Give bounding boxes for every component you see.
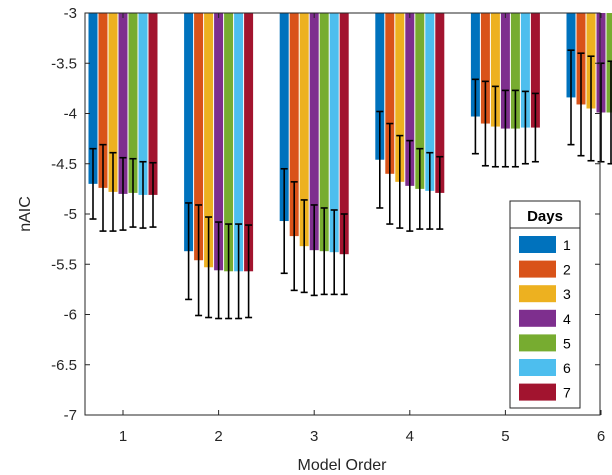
bar — [289, 13, 299, 237]
legend-swatch — [519, 383, 556, 401]
x-tick-label: 3 — [310, 428, 318, 445]
bars-layer — [88, 13, 612, 272]
bar — [184, 13, 194, 252]
legend-swatch — [519, 334, 556, 352]
bar — [480, 13, 490, 124]
x-tick-label: 2 — [214, 428, 222, 445]
axes-layer: -3 -3.5 -4 -4.5 -5 -5.5 -6 -6.5 -7 1 2 3 4 5 6 — [51, 5, 605, 445]
legend-label: 5 — [563, 335, 571, 351]
bar — [194, 13, 204, 261]
y-tick-label: -4 — [64, 106, 77, 123]
legend-items: 1 2 3 4 5 6 7 — [519, 236, 571, 401]
x-tick-label: 5 — [501, 428, 509, 445]
y-tick-label: -6.5 — [51, 357, 77, 374]
bar — [415, 13, 425, 189]
bar — [395, 13, 405, 182]
y-tick-label: -6 — [64, 307, 77, 324]
legend-label: 7 — [563, 385, 571, 401]
bar — [309, 13, 319, 251]
legend-title: Days — [527, 208, 563, 225]
bar — [490, 13, 500, 127]
legend-swatch — [519, 260, 556, 278]
bar — [299, 13, 309, 247]
legend-label: 3 — [563, 286, 571, 302]
y-tick-label: -5 — [64, 206, 77, 223]
x-axis-label: Model Order — [298, 457, 388, 474]
legend-swatch — [519, 309, 556, 327]
bar — [244, 13, 254, 272]
bar — [375, 13, 385, 160]
errorbars-layer — [89, 49, 612, 320]
legend-label: 1 — [563, 237, 571, 253]
bar — [148, 13, 158, 195]
legend-label: 6 — [563, 360, 571, 376]
bar — [530, 13, 540, 128]
bar — [329, 13, 339, 253]
y-tick-label: -3.5 — [51, 55, 77, 72]
y-tick-label: -3 — [64, 5, 77, 22]
bar — [510, 13, 520, 129]
y-tick-label: -5.5 — [51, 256, 77, 273]
legend-swatch — [519, 285, 556, 303]
legend-swatch — [519, 236, 556, 253]
x-tick-label: 1 — [119, 428, 127, 445]
bar — [279, 13, 289, 222]
y-tick-label: -7 — [64, 407, 77, 424]
bar — [385, 13, 395, 174]
bar — [98, 13, 108, 188]
legend-label: 2 — [563, 262, 571, 278]
legend-box — [509, 200, 581, 409]
bar — [138, 13, 148, 195]
bar — [339, 13, 349, 255]
bar — [405, 13, 415, 186]
bar — [214, 13, 224, 271]
x-tick-label: 6 — [597, 428, 605, 445]
legend-label: 4 — [563, 311, 571, 327]
bar — [435, 13, 445, 193]
bar — [88, 13, 98, 184]
bar — [108, 13, 118, 192]
bar — [470, 13, 480, 117]
legend-swatch — [519, 359, 556, 376]
bar — [204, 13, 214, 268]
bar — [425, 13, 435, 191]
bar — [319, 13, 329, 252]
bar — [118, 13, 128, 194]
bar — [224, 13, 234, 272]
bar — [500, 13, 510, 129]
bar — [128, 13, 138, 193]
legend: Days 1 2 3 4 5 6 7 — [509, 200, 581, 409]
bar — [606, 13, 612, 113]
y-axis-label: nAIC — [17, 196, 34, 232]
bar — [520, 13, 530, 128]
x-tick-label: 4 — [406, 428, 414, 445]
bar — [234, 13, 244, 272]
y-tick-label: -4.5 — [51, 156, 77, 173]
